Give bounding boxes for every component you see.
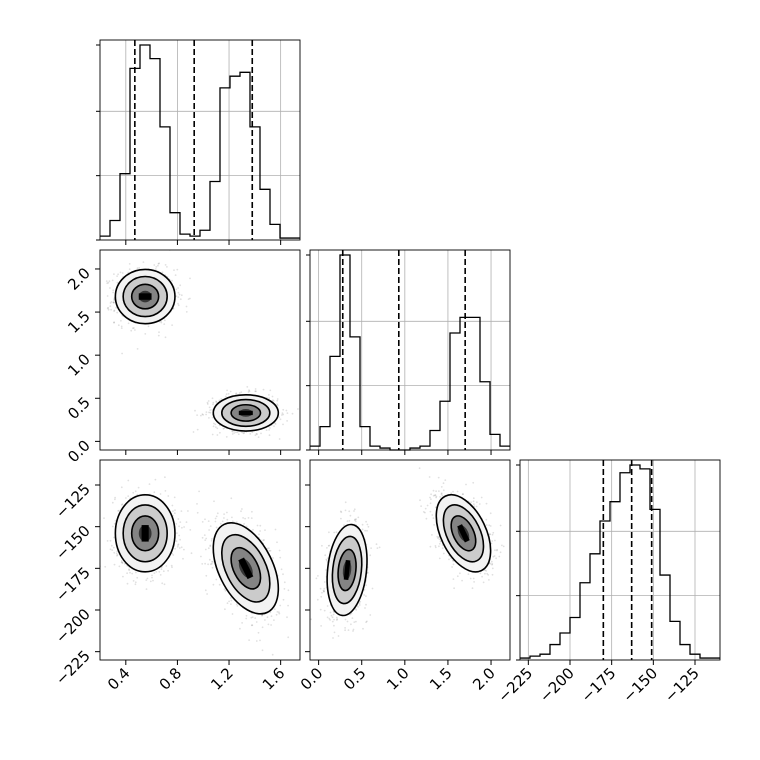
scatter-panel-1-2 [309,459,511,661]
density-peak-2-1 [457,524,470,543]
x-tick-label: 1.2 [207,664,237,694]
scatter-frame-0 [99,249,301,451]
scatter-frame-1 [99,459,301,661]
contour-line-1-1-2 [230,546,262,590]
contour-line-2-1-0 [435,494,492,573]
x-tick-label: 0.8 [156,664,186,694]
x-tick-label: 1.5 [426,664,456,694]
histogram-step-2 [520,464,720,659]
scatter-inner-1 [100,476,290,656]
density-peak-0-1 [238,410,253,416]
histogram-step-1 [310,254,510,451]
contour-group-0-1 [212,394,280,432]
scatter-inner-2 [310,467,505,639]
density-peak-1-0 [141,525,149,542]
contour-line-2-1-2 [450,515,477,552]
contour-group-0-0 [114,268,176,325]
contour-line-1-0-2 [130,515,160,552]
contour-line-2-0-1 [331,535,363,605]
contour-line-0-0-0 [114,268,176,325]
histogram-frame-2 [519,459,721,661]
contour-group-2-1 [435,494,492,573]
y-tick-label: −150 [52,522,94,564]
scatter-panel-0-1 [99,249,301,451]
contour-line-0-0-2 [130,283,160,310]
contour-group-1-0 [114,494,176,573]
scatter-inner-0 [105,250,299,440]
histogram-panel-2 [516,459,721,661]
histogram-step-0 [100,44,300,239]
scatter-frame-2 [309,459,511,661]
histogram-panel-1 [306,249,511,451]
x-tick-label: −225 [494,664,536,706]
y-tick-label: 2.0 [64,264,94,294]
scatter-panel-0-2 [99,459,301,661]
density-peak-2-0 [343,560,351,580]
y-tick-label: 1.5 [64,307,94,337]
histogram-panel-0 [96,39,301,241]
x-tick-label: 0.4 [104,664,134,694]
contour-line-1-0-1 [122,504,168,563]
contour-line-2-1-1 [442,504,485,563]
x-tick-label: 2.0 [469,664,499,694]
density-peak-0-0 [138,293,152,300]
contour-line-2-0-0 [326,523,368,617]
contour-group-1-1 [212,522,280,615]
x-tick-label: 0.5 [340,664,370,694]
x-tick-label: −175 [578,664,620,706]
x-tick-label: −150 [619,664,661,706]
contour-line-1-1-1 [221,533,271,603]
x-tick-label: 0.0 [297,664,327,694]
y-tick-label: −125 [52,480,94,522]
y-tick-label: −175 [52,563,94,605]
x-tick-label: 1.0 [383,664,413,694]
contour-line-1-1-0 [212,522,280,615]
density-peak-1-1 [238,557,254,580]
contour-group-2-0 [326,523,368,617]
contour-line-0-0-1 [122,275,168,318]
y-tick-label: −225 [52,647,94,689]
x-tick-label: −200 [536,664,578,706]
x-tick-label: −125 [661,664,703,706]
y-tick-label: −200 [52,605,94,647]
x-tick-label: 1.6 [259,664,289,694]
contour-line-2-0-2 [337,548,357,592]
y-tick-label: 0.0 [64,436,94,466]
contour-line-0-1-0 [212,394,280,432]
contour-line-1-0-0 [114,494,176,573]
y-tick-label: 0.5 [64,393,94,423]
contour-line-0-1-1 [221,398,271,428]
histogram-frame-1 [309,249,511,451]
y-tick-label: 1.0 [64,350,94,380]
histogram-frame-0 [99,39,301,241]
contour-line-0-1-2 [230,403,262,422]
